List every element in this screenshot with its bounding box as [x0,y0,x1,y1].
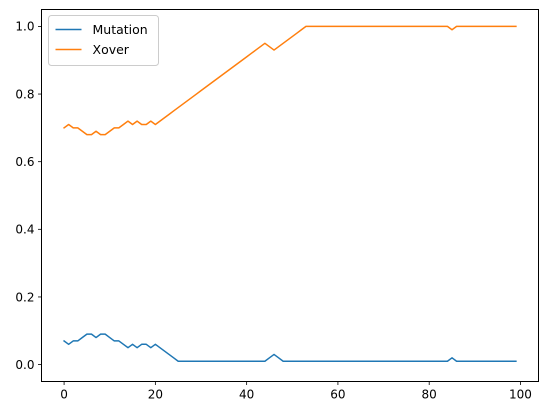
legend-label-xover: Xover [93,42,130,57]
y-tick-label: 1.0 [15,20,34,34]
x-tick-label: 60 [330,388,345,402]
y-tick-label: 0.6 [15,155,34,169]
series-line-xover [63,25,517,136]
legend-box [48,15,159,66]
series-layer [63,25,517,362]
legend: Mutation Xover [48,15,159,66]
plot-frame [41,9,539,382]
x-tick-label: 20 [148,388,163,402]
y-tick-label: 0.4 [15,223,34,237]
y-tick-label: 0.2 [15,290,34,304]
y-tick-label: 0.0 [15,358,34,372]
y-tick-label: 0.8 [15,87,34,101]
series-line-mutation [63,333,517,362]
x-tick-label: 40 [239,388,254,402]
x-axis: 0 20 40 60 80 100 [60,381,532,402]
x-tick-label: 80 [422,388,437,402]
x-tick-label: 0 [60,388,68,402]
x-tick-label: 100 [509,388,532,402]
y-axis: 0.0 0.2 0.4 0.6 0.8 1.0 [15,20,42,372]
legend-label-mutation: Mutation [93,22,148,37]
